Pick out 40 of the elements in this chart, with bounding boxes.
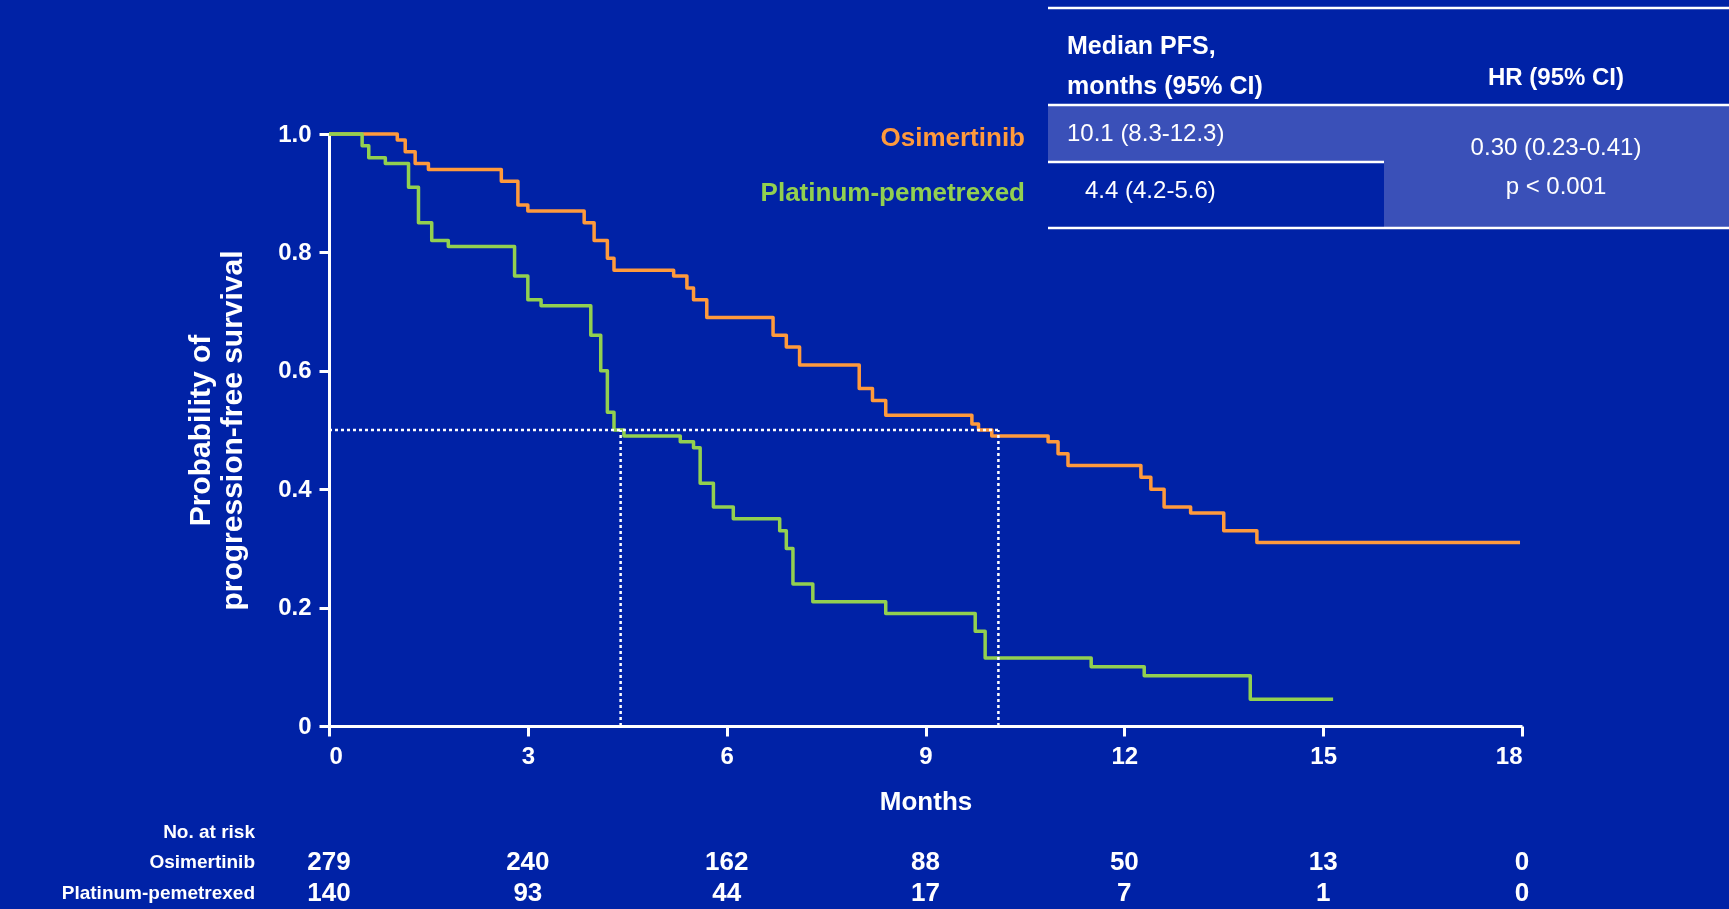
x-tick-label: 18 xyxy=(1495,741,1523,769)
text: 240 xyxy=(506,846,550,876)
y-tick-label: 1.0 xyxy=(278,119,312,147)
text: HR (95% CI) xyxy=(1487,63,1625,90)
text: 88 xyxy=(911,846,940,876)
x-tick-label: 9 xyxy=(919,741,933,769)
x-tick-label: 3 xyxy=(521,741,536,769)
text: 50 xyxy=(1109,846,1139,876)
y-tick-label: 0.6 xyxy=(278,356,312,384)
text: 0 xyxy=(1514,846,1530,876)
x-axis-title: Months xyxy=(879,785,973,816)
y-tick-label: 0 xyxy=(298,711,312,739)
annotation: p < 0.001 xyxy=(1505,172,1607,199)
text: 140 xyxy=(307,877,351,907)
text: 0 xyxy=(1514,877,1530,907)
y-axis-title: Probability of progression-free survival xyxy=(183,250,249,611)
text: 13 xyxy=(1308,846,1338,876)
annotation: 10.1 (8.3-12.3) xyxy=(1067,119,1225,146)
text: Platinum-pemetrexed xyxy=(760,177,1025,207)
text: 7 xyxy=(1117,877,1132,907)
text: 1 xyxy=(1315,877,1331,907)
text: Osimertinib xyxy=(880,122,1025,152)
annotation: 4.4 (4.2-5.6) xyxy=(1085,176,1216,203)
text: Platinum-pemetrexed xyxy=(61,882,255,903)
y-tick-label: 0.8 xyxy=(278,237,312,265)
y-tick-label: 0.4 xyxy=(278,474,313,502)
text: Median PFS, months (95% CI) xyxy=(1067,31,1263,99)
text: 44 xyxy=(712,877,742,907)
x-tick-label: 12 xyxy=(1111,741,1139,769)
text: 93 xyxy=(513,877,543,907)
text: 279 xyxy=(307,846,351,876)
annotation: 0.30 (0.23-0.41) xyxy=(1470,133,1642,160)
y-tick-label: 0.2 xyxy=(278,593,312,621)
text: 17 xyxy=(911,877,940,907)
x-tick-label: 0 xyxy=(329,741,343,769)
x-tick-label: 15 xyxy=(1310,741,1338,769)
text: Osimertinib xyxy=(149,851,255,872)
x-tick-label: 6 xyxy=(720,741,734,769)
text: 162 xyxy=(704,846,749,876)
text: No. at risk xyxy=(163,821,256,842)
